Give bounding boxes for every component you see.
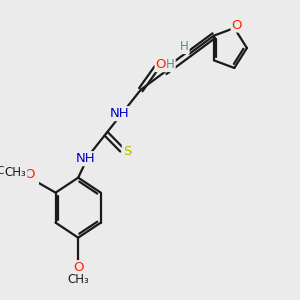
Text: O: O xyxy=(24,168,35,181)
Text: NH: NH xyxy=(76,152,96,165)
Text: NH: NH xyxy=(109,107,129,120)
Text: H: H xyxy=(180,40,189,53)
Text: O: O xyxy=(12,168,22,181)
Text: CH₃: CH₃ xyxy=(67,273,89,286)
Text: S: S xyxy=(123,145,131,158)
Text: CH₃: CH₃ xyxy=(5,166,26,179)
Text: O: O xyxy=(232,19,242,32)
Text: CH₃: CH₃ xyxy=(0,166,17,176)
Text: O: O xyxy=(156,58,166,71)
Text: H: H xyxy=(166,58,175,71)
Text: O: O xyxy=(73,261,83,274)
